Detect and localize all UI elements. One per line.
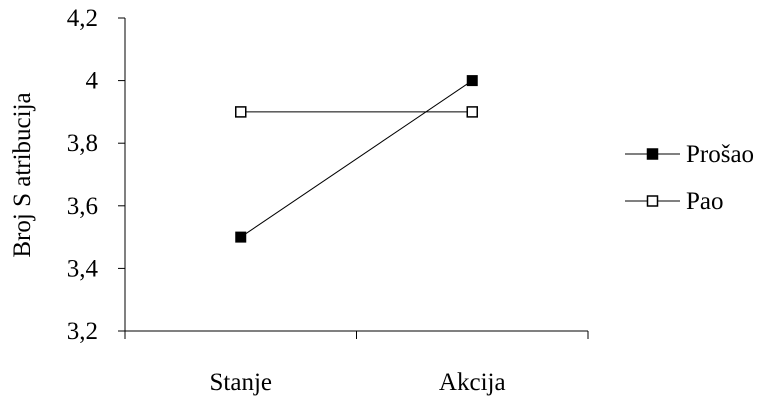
y-tick-label: 3,2: [67, 318, 98, 345]
y-tick-label: 3,6: [67, 193, 98, 220]
data-point-2: [235, 106, 247, 118]
series-line-1: [240, 80, 473, 238]
legend: Prošao Pao: [625, 141, 754, 215]
y-axis: 3,2 3,4 3,6 3,8 4 4,2: [67, 5, 126, 345]
series-layer: [235, 75, 478, 243]
y-tick-label: 3,4: [67, 255, 99, 282]
y-tick-label: 4,2: [67, 5, 98, 32]
y-tick-label: 4: [86, 68, 99, 95]
series-1: [235, 75, 478, 243]
legend-label: Prošao: [686, 141, 754, 168]
legend-item: Pao: [625, 188, 724, 215]
x-tick-label: Stanje: [210, 369, 273, 396]
data-point-2: [466, 106, 478, 118]
legend-marker: [646, 195, 659, 207]
y-axis-title: Broj S atribucija: [9, 92, 36, 257]
x-axis: Stanje Akcija: [124, 330, 589, 396]
legend-item: Prošao: [625, 141, 754, 168]
data-point-1: [235, 231, 247, 243]
data-point-1: [466, 75, 478, 87]
y-tick-label: 3,8: [67, 130, 98, 157]
legend-label: Pao: [686, 188, 724, 215]
legend-marker: [646, 148, 659, 160]
x-tick-label: Akcija: [439, 369, 506, 396]
series-2: [235, 106, 478, 118]
